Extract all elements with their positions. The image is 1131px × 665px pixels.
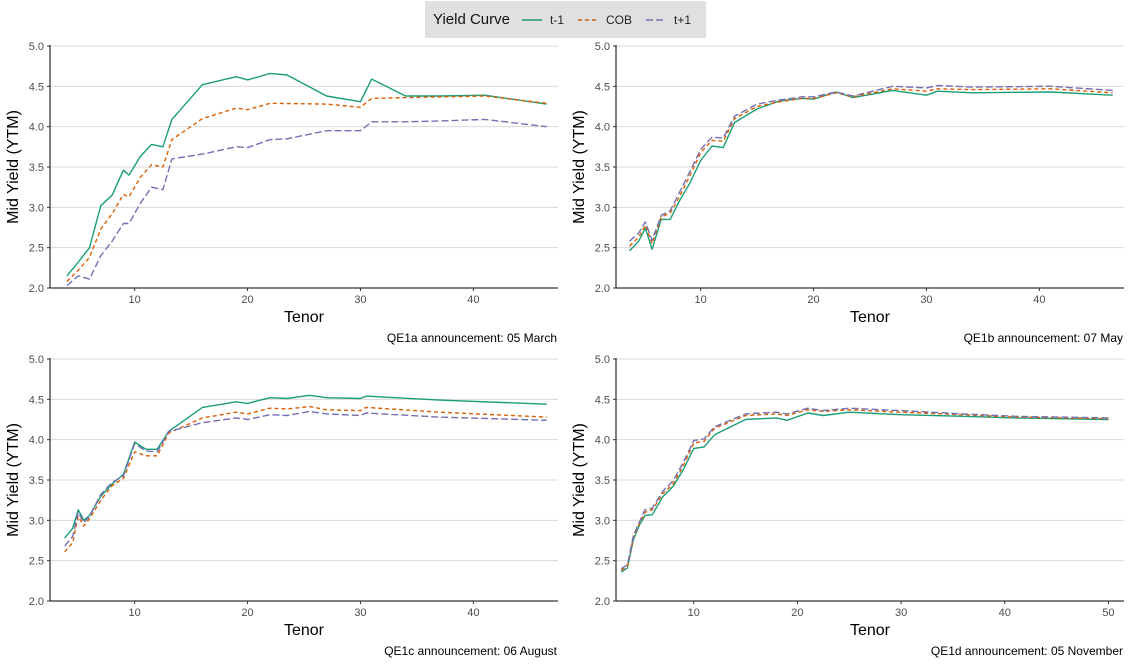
x-tick-label: 30 [920,294,932,306]
y-tick-label: 4.5 [595,394,610,406]
legend-label-t-plus-1: t+1 [674,12,692,27]
y-tick-label: 2.5 [29,243,44,255]
chart-panel-1: 2.0 2.5 3.0 3.5 4.0 4.5 5.0 10 20 30 40 Tenor Mid Yi… [5,41,558,345]
x-tick-label: 40 [1033,294,1045,306]
y-tick-label: 3.5 [595,162,610,174]
y-tick-label: 4.5 [29,81,44,93]
x-tick-label: 20 [807,294,819,306]
y-tick-label: 2.0 [29,596,44,608]
y-tick-label: 2.5 [595,556,610,568]
x-tick-label: 40 [467,294,479,306]
x-tick-label: 50 [1102,607,1114,619]
x-axis-title: Tenor [284,622,325,639]
y-tick-label: 5.0 [595,354,610,366]
y-tick-label: 3.0 [595,202,610,214]
x-tick-label: 30 [895,607,907,619]
y-tick-label: 2.5 [29,556,44,568]
y-tick-label: 5.0 [29,41,44,53]
panel-caption: QE1c announcement: 06 August [384,644,557,658]
y-tick-label: 5.0 [595,41,610,53]
legend-title: Yield Curve [433,11,510,28]
y-tick-label: 4.5 [29,394,44,406]
legend: Yield Curve t-1 COB t+1 [425,1,706,38]
y-tick-label: 3.5 [29,162,44,174]
legend-key-t-1 [521,18,542,21]
series-line-cob [629,88,1113,247]
series-line-cob [66,95,547,282]
series-line-cob [64,405,547,553]
y-axis-title: Mid Yield (YTM) [5,110,22,224]
x-axis-title: Tenor [850,622,891,639]
legend-label-cob: COB [606,12,633,27]
y-tick-label: 4.0 [29,122,44,134]
panel-caption: QE1d announcement: 05 November [931,644,1123,658]
x-axis-title: Tenor [284,309,325,326]
x-tick-label: 20 [241,607,253,619]
legend-key-t-plus-1 [646,18,667,21]
y-axis-title: Mid Yield (YTM) [5,423,22,537]
legend-item-cob: COB [576,13,632,27]
series-line-t-1 [628,89,1113,252]
chart-panel-2: 2.0 2.5 3.0 3.5 4.0 4.5 5.0 10 20 30 40 Tenor Mid Yi… [571,41,1124,345]
series-line-t-1 [66,72,547,277]
y-tick-label: 2.0 [595,596,610,608]
y-tick-label: 2.5 [595,243,610,255]
y-tick-label: 2.0 [29,283,44,295]
series-line-cob [620,409,1109,571]
y-tick-label: 4.0 [595,435,610,447]
y-tick-label: 2.0 [595,283,610,295]
y-tick-label: 4.5 [595,81,610,93]
chart-panel-4: 2.0 2.5 3.0 3.5 4.0 4.5 5.0 10 20 30 40 50 Tenor Mid … [571,354,1124,658]
y-tick-label: 3.0 [595,515,610,527]
x-tick-label: 40 [999,607,1011,619]
y-tick-label: 3.0 [29,202,44,214]
x-tick-label: 10 [129,294,141,306]
x-tick-label: 10 [129,607,141,619]
legend-key-cob [578,18,598,21]
series-line-t-1 [64,394,547,539]
y-axis-title: Mid Yield (YTM) [571,110,588,224]
x-tick-label: 10 [688,607,700,619]
x-tick-label: 30 [354,607,366,619]
panel-caption: QE1a announcement: 05 March [387,331,557,345]
y-tick-label: 3.5 [595,475,610,487]
y-tick-label: 3.0 [29,515,44,527]
y-axis-title: Mid Yield (YTM) [571,423,588,537]
x-axis-title: Tenor [850,309,891,326]
x-tick-label: 10 [695,294,707,306]
chart-panel-3: 2.0 2.5 3.0 3.5 4.0 4.5 5.0 10 20 30 40 Tenor Mid Yi… [5,354,558,658]
panel-caption: QE1b announcement: 07 May [964,331,1123,345]
legend-item-t-1: t-1 [520,13,564,27]
series-line-tplus-1 [629,84,1113,242]
legend-item-t-plus-1: t+1 [644,13,691,27]
x-tick-label: 30 [354,294,366,306]
series-line-tplus-1 [64,410,547,547]
series-line-tplus-1 [66,118,547,287]
series-line-tplus-1 [620,407,1109,570]
x-tick-label: 20 [241,294,253,306]
y-tick-label: 3.5 [29,475,44,487]
y-tick-label: 4.0 [595,122,610,134]
y-tick-label: 4.0 [29,435,44,447]
x-tick-label: 20 [791,607,803,619]
y-tick-label: 5.0 [29,354,44,366]
legend-label-t-1: t-1 [549,12,564,27]
series-line-t-1 [620,411,1109,573]
x-tick-label: 40 [467,607,479,619]
